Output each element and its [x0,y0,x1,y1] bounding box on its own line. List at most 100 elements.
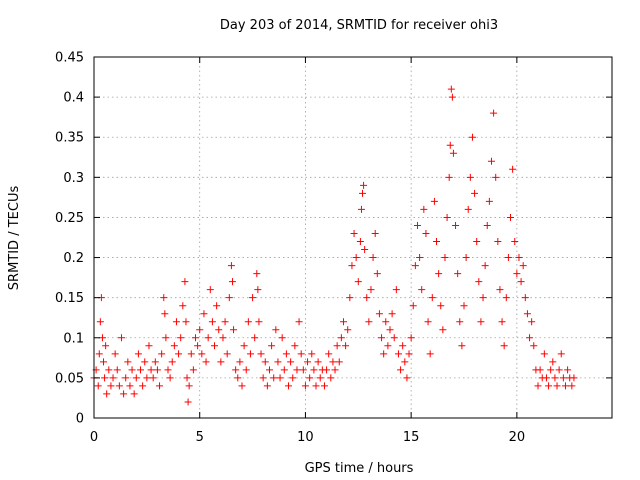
data-point [325,350,333,358]
data-point [342,342,350,350]
data-point [100,358,108,366]
data-point [519,262,527,270]
data-point [255,318,263,326]
data-point [500,342,508,350]
data-point [403,374,411,382]
data-point [388,310,396,318]
data-point [189,366,197,374]
data-point [291,342,299,350]
data-point [348,262,356,270]
data-point [161,310,169,318]
data-point [314,358,322,366]
data-point [160,294,168,302]
data-point [105,366,113,374]
data-point [151,358,159,366]
data-point [561,382,569,390]
data-point [568,382,576,390]
data-point [445,173,453,181]
data-point [460,302,468,310]
data-point [257,350,265,358]
data-point [304,358,312,366]
data-point [361,246,369,254]
data-point [464,205,472,213]
data-point [367,286,375,294]
data-point [211,342,219,350]
data-point [153,366,161,374]
data-point [511,238,519,246]
data-point [549,358,557,366]
y-tick-label: 0.15 [55,291,84,306]
data-point [217,358,225,366]
data-point [392,286,400,294]
data-point [301,382,309,390]
data-point [356,238,364,246]
data-point [96,318,104,326]
data-point [120,390,128,398]
y-tick-label: 0.4 [63,91,84,106]
data-point [310,366,318,374]
data-point [384,342,392,350]
data-point [242,366,250,374]
data-point [513,270,521,278]
data-point [557,350,565,358]
data-point [223,350,231,358]
data-point [149,374,157,382]
data-point [323,366,331,374]
y-tick-label: 0.45 [55,51,84,66]
data-point [238,382,246,390]
data-point [109,374,117,382]
x-tick-label: 20 [509,430,526,445]
data-point [456,318,464,326]
data-point [449,149,457,157]
data-point [179,302,187,310]
data-point [333,342,341,350]
data-point [357,205,365,213]
data-point [134,350,142,358]
data-point [299,366,307,374]
data-point [394,350,402,358]
data-point [236,358,244,366]
data-point [204,334,212,342]
data-point [227,262,235,270]
data-point [285,382,293,390]
data-point [382,318,390,326]
data-point [132,374,140,382]
data-point [350,229,358,237]
data-point [232,366,240,374]
data-point [365,318,373,326]
data-point [280,366,288,374]
data-point [354,278,362,286]
data-point [308,350,316,358]
y-axis-label: SRMTID / TECUs [7,186,22,291]
data-point [208,318,216,326]
data-point [462,254,470,262]
data-point [253,270,261,278]
y-tick-label: 0.2 [63,251,84,266]
data-point [473,238,481,246]
data-point [198,350,206,358]
data-point [251,334,259,342]
data-point [295,318,303,326]
data-point [225,294,233,302]
data-point [184,398,192,406]
data-point [200,310,208,318]
data-point [219,334,227,342]
data-point [479,294,487,302]
x-tick-label: 0 [90,430,98,445]
data-point [540,350,548,358]
data-point [331,366,339,374]
data-point [145,342,153,350]
data-point [234,374,242,382]
x-tick-label: 10 [297,430,314,445]
data-point [553,382,561,390]
data-point [202,358,210,366]
data-point [399,342,407,350]
data-point [502,294,510,302]
data-point [276,374,284,382]
data-point [278,334,286,342]
data-point [306,374,314,382]
data-point [530,342,538,350]
data-point [156,382,164,390]
data-point [371,229,379,237]
